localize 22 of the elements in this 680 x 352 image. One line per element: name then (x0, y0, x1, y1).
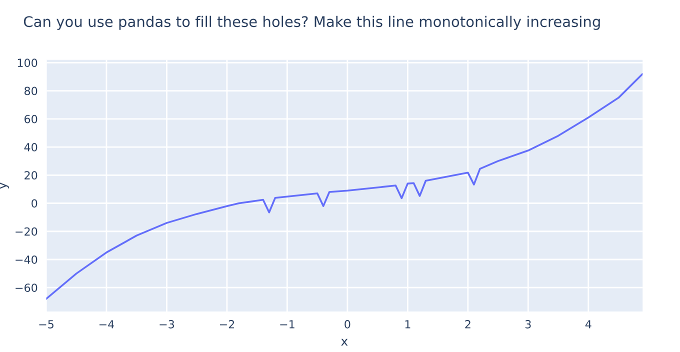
x-tick-label: 2 (465, 320, 470, 328)
x-axis-title: x (341, 338, 348, 346)
x-tick-label: −3 (160, 320, 174, 328)
x-tick-label: 4 (585, 320, 592, 328)
chart-title: Can you use pandas to fill these holes? Make this line monotonically increasing (24, 16, 600, 30)
x-tick-label: 1 (405, 320, 410, 328)
x-tick-label: −1 (280, 320, 294, 328)
y-tick-label: 60 (24, 114, 38, 124)
y-tick-label: 0 (32, 199, 38, 208)
y-tick-label: −60 (16, 284, 38, 292)
y-tick-label: −40 (16, 255, 38, 264)
line-series (46, 72, 643, 300)
x-tick-label: 3 (525, 320, 531, 328)
x-tick-label: −2 (220, 320, 234, 328)
x-tick-label: 0 (344, 320, 350, 328)
x-tick-label: −5 (39, 320, 54, 328)
y-tick-label: 100 (18, 58, 38, 68)
x-tick-label: −4 (99, 320, 114, 328)
y-tick-label: 20 (24, 171, 38, 180)
y-tick-label: −20 (16, 227, 38, 236)
y-tick-label: 40 (24, 142, 38, 152)
y-tick-label: 80 (24, 86, 38, 96)
